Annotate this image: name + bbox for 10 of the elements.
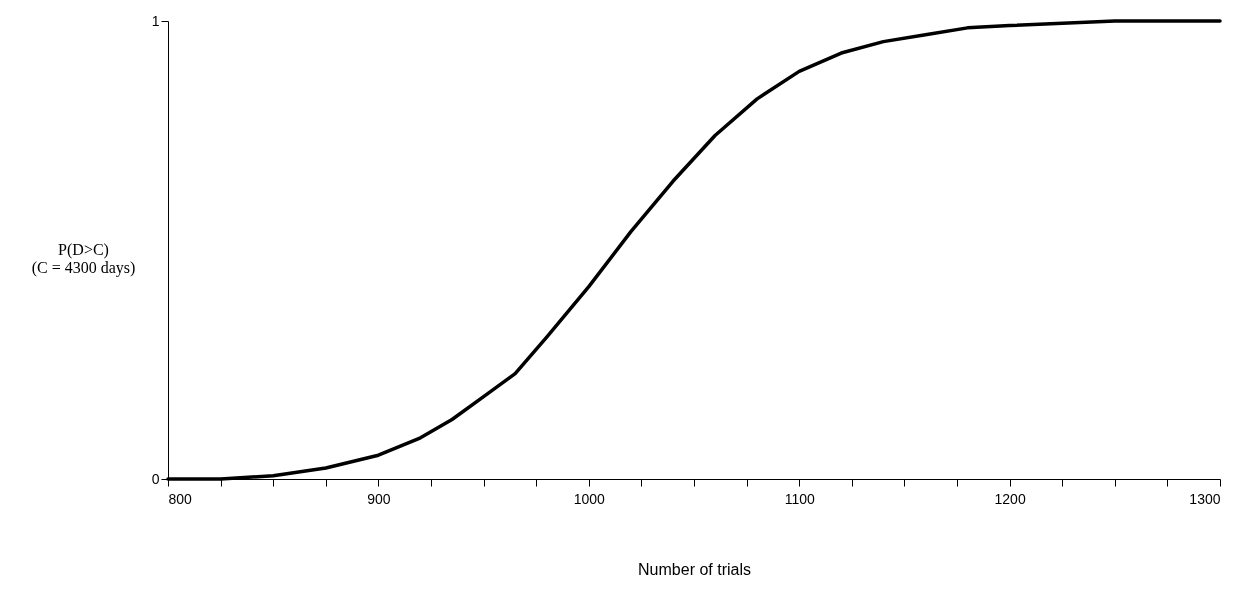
x-axis-title: Number of trials	[638, 560, 751, 578]
x-tick-label: 1300	[1189, 490, 1221, 507]
x-tick-label: 1100	[784, 490, 815, 507]
x-tick-label: 1200	[994, 490, 1026, 507]
x-tick-label: 900	[367, 490, 391, 507]
y-tick-label: 1	[151, 12, 160, 29]
y-axis-title: P(D>C) (C = 4300 days)	[31, 240, 136, 277]
x-tick-label: 800	[168, 490, 193, 507]
x-tick-label: 1000	[573, 490, 606, 507]
y-tick-label: 0	[151, 470, 160, 487]
